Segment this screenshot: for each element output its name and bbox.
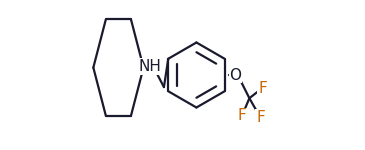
Text: F: F [256,110,265,125]
Text: O: O [230,68,241,82]
Text: F: F [258,81,267,96]
Text: NH: NH [139,59,161,74]
Text: F: F [238,108,246,123]
